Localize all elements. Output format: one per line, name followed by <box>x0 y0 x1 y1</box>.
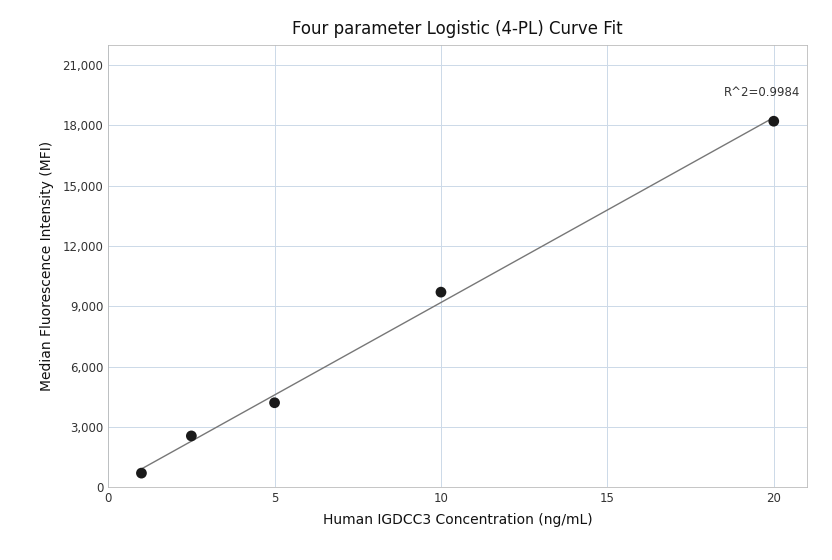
Point <box>185 431 198 440</box>
Text: R^2=0.9984: R^2=0.9984 <box>724 86 800 99</box>
Title: Four parameter Logistic (4-PL) Curve Fit: Four parameter Logistic (4-PL) Curve Fit <box>292 20 623 38</box>
Point <box>434 288 448 297</box>
Point <box>135 469 148 478</box>
Y-axis label: Median Fluorescence Intensity (MFI): Median Fluorescence Intensity (MFI) <box>40 141 54 391</box>
Point <box>767 116 780 125</box>
X-axis label: Human IGDCC3 Concentration (ng/mL): Human IGDCC3 Concentration (ng/mL) <box>323 514 592 528</box>
Point <box>268 398 281 407</box>
